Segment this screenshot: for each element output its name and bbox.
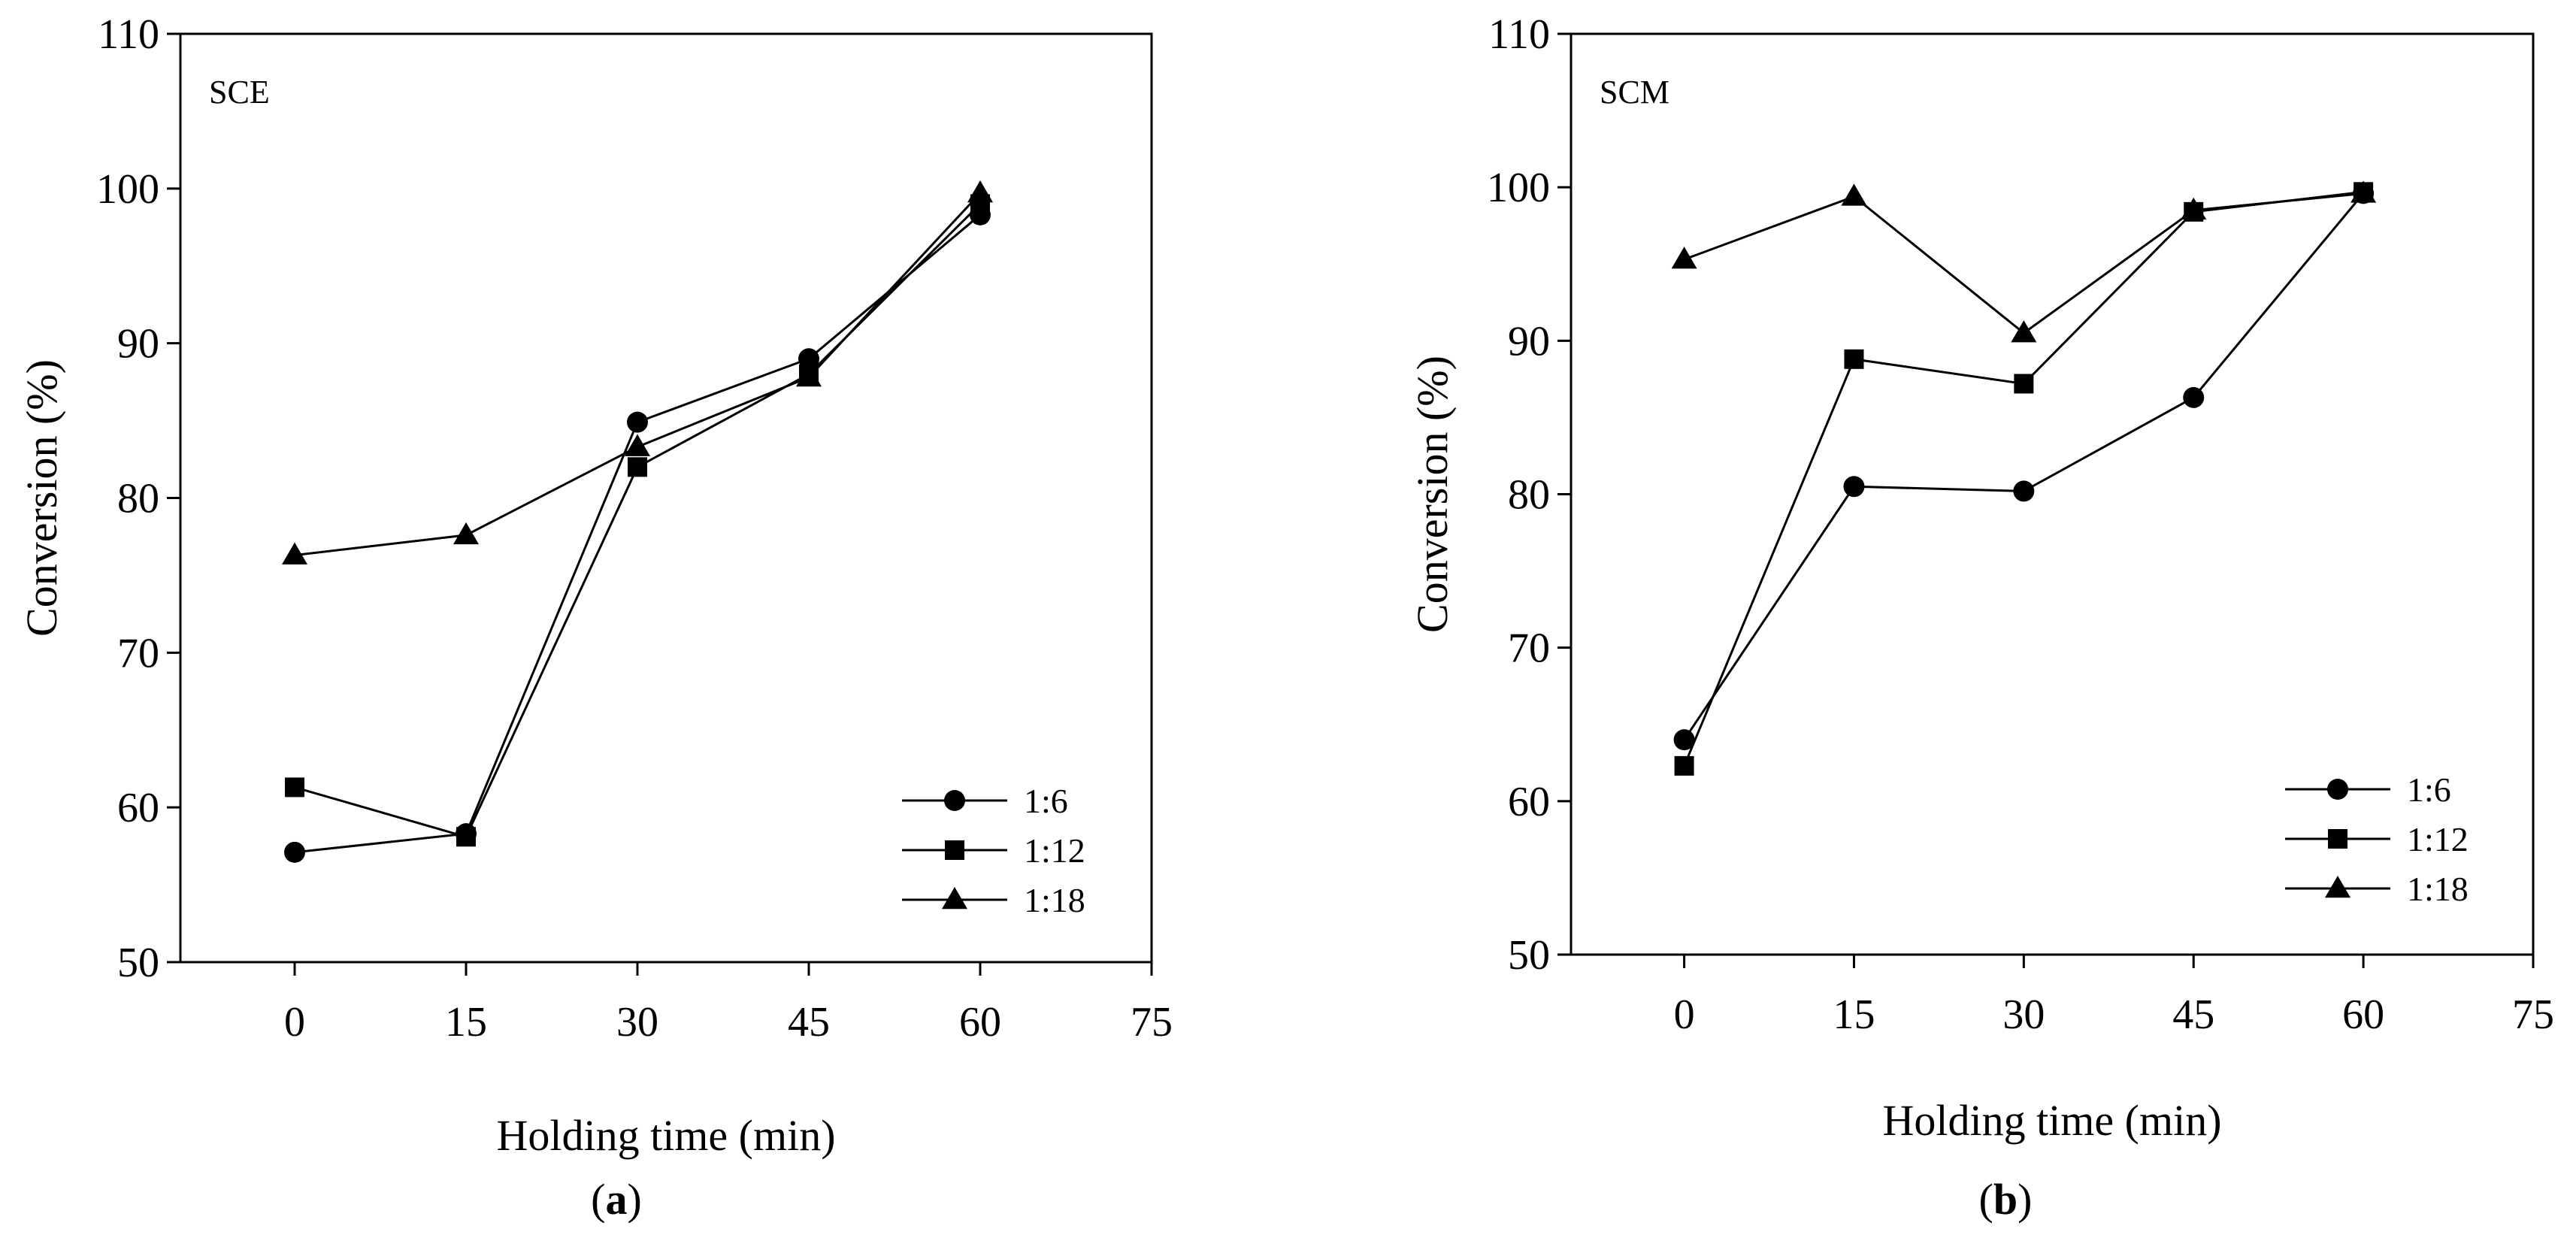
- y-tick-label: 80: [117, 476, 159, 522]
- series-line-1-6: [1683, 192, 2365, 741]
- data-point-1-6: [1673, 729, 1695, 751]
- data-point-1-12: [2014, 374, 2034, 394]
- data-point-1-18: [796, 364, 822, 387]
- x-tick-label: 75: [1131, 999, 1173, 1046]
- data-point-1-6: [798, 348, 819, 370]
- panel-label: SCE: [209, 74, 270, 110]
- data-point-1-6: [627, 411, 648, 433]
- x-tick-label: 45: [2172, 991, 2214, 1038]
- data-point-1-18: [625, 434, 650, 456]
- legend-marker: [2328, 829, 2347, 849]
- legend-marker: [2325, 876, 2350, 898]
- series-line-1-12: [1683, 190, 2364, 767]
- caption-open: (: [1979, 1175, 1993, 1224]
- caption-close: ): [628, 1175, 642, 1224]
- data-point-1-18: [2350, 180, 2377, 203]
- series-line-1-18: [294, 192, 982, 557]
- data-point-1-6: [1843, 476, 1865, 498]
- x-tick-label: 45: [788, 999, 830, 1046]
- caption-letter: b: [1993, 1175, 2018, 1224]
- data-point-1-12: [1674, 755, 1694, 776]
- data-point-1-18: [2011, 320, 2037, 343]
- y-tick-label: 110: [98, 11, 159, 58]
- caption-open: (: [591, 1175, 605, 1224]
- caption-close: ): [2018, 1175, 2032, 1224]
- legend-marker: [2327, 779, 2348, 800]
- x-tick-label: 15: [445, 999, 487, 1046]
- caption-letter: a: [606, 1175, 628, 1224]
- data-point-1-18: [2181, 197, 2207, 220]
- x-tick-label: 60: [959, 999, 1001, 1046]
- legend-marker: [945, 840, 964, 860]
- y-tick-label: 50: [1508, 932, 1550, 979]
- data-point-1-18: [967, 180, 993, 203]
- series-line-1-12: [294, 203, 982, 839]
- legend-label: 1:18: [2407, 870, 2469, 908]
- y-tick-label: 80: [1508, 472, 1550, 519]
- y-tick-label: 60: [117, 785, 159, 831]
- data-point-1-18: [282, 542, 307, 564]
- data-point-1-18: [1841, 183, 1867, 206]
- chart-panel-a: 50 60 70 80 90 100 110 0 15 30 45 60 75 Holding time …: [17, 11, 1173, 1224]
- x-tick-label: 0: [284, 999, 305, 1046]
- x-axis-title: Holding time (min): [1882, 1096, 2221, 1145]
- legend-label: 1:12: [2407, 820, 2469, 858]
- x-tick-label: 15: [1833, 991, 1875, 1038]
- legend-label: 1:18: [1024, 881, 1085, 919]
- x-tick-label: 30: [616, 999, 658, 1046]
- y-tick-label: 100: [96, 166, 159, 213]
- data-point-1-12: [456, 827, 476, 847]
- x-tick-label: 30: [2002, 991, 2045, 1038]
- data-point-1-12: [628, 457, 647, 477]
- x-tick-label: 60: [2342, 991, 2384, 1038]
- y-tick-label: 70: [117, 630, 159, 676]
- panel-label: SCM: [1600, 74, 1669, 110]
- data-point-1-6: [284, 841, 305, 863]
- plot-frame: [1570, 32, 2535, 956]
- y-tick-label: 50: [117, 940, 159, 986]
- legend-marker: [942, 887, 967, 910]
- x-tick-label: 75: [2512, 991, 2554, 1038]
- legend-label: 1:6: [2407, 770, 2451, 809]
- y-axis-title: Conversion (%): [1408, 356, 1457, 633]
- legend-label: 1:12: [1024, 831, 1085, 870]
- figure-caption: (a): [591, 1175, 642, 1224]
- series-line-1-18: [1684, 192, 2364, 335]
- y-tick-label: 70: [1508, 625, 1550, 672]
- x-axis-title: Holding time (min): [496, 1111, 835, 1160]
- data-point-1-18: [453, 522, 479, 545]
- data-point-1-12: [285, 777, 304, 798]
- legend-marker: [944, 790, 965, 811]
- series-line-1-6: [294, 213, 981, 854]
- chart-panel-b: 50 60 70 80 90 100 110 0 15 30 45 60 75 Holding time …: [1408, 11, 2554, 1224]
- figure-caption: (b): [1979, 1175, 2033, 1224]
- data-point-1-18: [1671, 247, 1697, 269]
- data-point-1-12: [1844, 349, 1864, 369]
- y-tick-label: 110: [1488, 11, 1550, 58]
- y-tick-label: 90: [117, 321, 159, 368]
- legend-label: 1:6: [1024, 782, 1068, 820]
- y-tick-label: 90: [1508, 318, 1550, 365]
- x-tick-label: 0: [1674, 991, 1695, 1038]
- y-tick-label: 100: [1487, 165, 1550, 211]
- data-point-1-6: [2183, 386, 2205, 408]
- y-tick-label: 60: [1508, 779, 1550, 825]
- y-axis-title: Conversion (%): [17, 359, 66, 637]
- plot-frame: [179, 32, 1153, 964]
- data-point-1-6: [2013, 480, 2035, 502]
